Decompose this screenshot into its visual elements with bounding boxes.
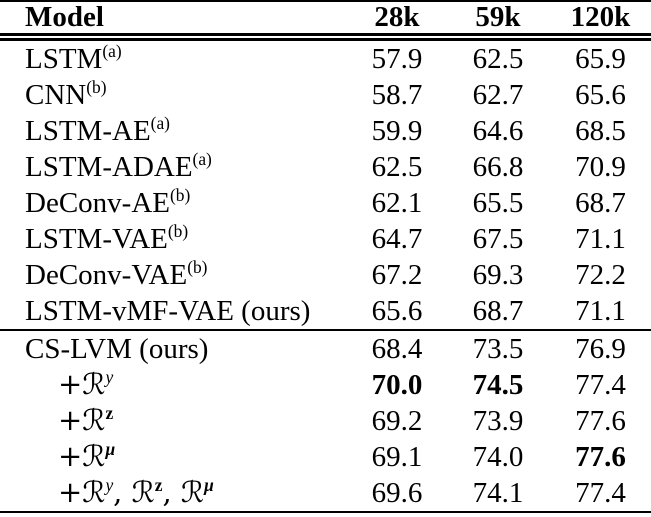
value-cell: 70.0 <box>371 368 423 401</box>
value-cell: 62.5 <box>371 150 423 183</box>
model-name: LSTM <box>25 42 103 75</box>
table-row: +ℛy 70.0 74.5 77.4 <box>0 367 651 403</box>
table-row: +ℛz 69.2 73.9 77.6 <box>0 403 651 439</box>
model-cell: +ℛz <box>0 403 348 439</box>
value-cell: 65.5 <box>472 186 524 219</box>
model-name: LSTM-VAE <box>25 222 168 255</box>
value-cell: 74.5 <box>472 368 524 401</box>
value-cell: 69.3 <box>472 258 524 291</box>
value-cell: 66.8 <box>472 150 524 183</box>
value-cell: 67.5 <box>472 222 524 255</box>
math-regularizer-label: , ℛ <box>113 475 155 509</box>
value-cell: 77.4 <box>575 476 626 509</box>
value-cell: 64.7 <box>371 222 423 255</box>
value-cell: 65.6 <box>575 78 626 111</box>
math-regularizer-label: +ℛ <box>58 475 106 509</box>
model-name: CS-LVM (ours) <box>25 332 209 365</box>
value-cell: 71.1 <box>575 222 626 255</box>
table-row: LSTM-AE(a) 59.9 64.6 68.5 <box>0 113 651 149</box>
value-cell: 62.7 <box>472 78 524 111</box>
value-cell: 62.5 <box>472 42 524 75</box>
value-cell: 62.1 <box>371 186 423 219</box>
value-cell: 68.4 <box>348 329 446 367</box>
model-cell: LSTM-AE(a) <box>0 113 348 149</box>
value-cell: 59.9 <box>371 114 423 147</box>
value-cell: 74.1 <box>472 476 524 509</box>
model-footnote-marker: (a) <box>150 112 170 133</box>
value-cell: 73.9 <box>472 404 524 437</box>
math-regularizer-label: +ℛ <box>58 439 106 473</box>
model-footnote-marker: (b) <box>187 256 208 277</box>
value-cell: 77.6 <box>575 440 626 473</box>
model-name: LSTM-ADAE <box>25 150 193 183</box>
model-cell: LSTM-VAE(b) <box>0 221 348 257</box>
header-row: Model 28k 59k 120k <box>0 1 651 41</box>
model-cell: CS-LVM (ours) <box>0 329 348 367</box>
value-cell: 70.9 <box>575 150 626 183</box>
math-superscript: μ <box>105 439 116 460</box>
table-row: CNN(b) 58.7 62.7 65.6 <box>0 77 651 113</box>
math-superscript: y <box>105 367 114 388</box>
model-cell: +ℛy, ℛz, ℛμ <box>0 475 348 512</box>
value-cell: 69.2 <box>371 404 423 437</box>
value-cell: 76.9 <box>550 329 651 367</box>
math-regularizer-label: , ℛ <box>162 475 205 509</box>
model-name: DeConv-VAE <box>25 258 188 291</box>
value-cell: 65.9 <box>575 42 626 75</box>
value-cell: 69.1 <box>371 440 423 473</box>
model-name: CNN <box>25 78 87 111</box>
model-cell: LSTM-vMF-VAE (ours) <box>0 293 348 330</box>
model-cell: +ℛμ <box>0 439 348 475</box>
value-cell: 68.5 <box>575 114 626 147</box>
model-cell: DeConv-VAE(b) <box>0 257 348 293</box>
value-cell: 77.4 <box>575 368 626 401</box>
model-name: LSTM-AE <box>25 114 151 147</box>
col-header-59k: 59k <box>446 1 550 41</box>
value-cell: 64.6 <box>472 114 524 147</box>
value-cell: 57.9 <box>371 42 423 75</box>
table-row: LSTM-ADAE(a) 62.5 66.8 70.9 <box>0 149 651 185</box>
table-row: LSTM(a) 57.9 62.5 65.9 <box>0 37 651 77</box>
model-footnote-marker: (a) <box>192 148 212 169</box>
value-cell: 73.5 <box>446 329 550 367</box>
table-row: DeConv-AE(b) 62.1 65.5 68.7 <box>0 185 651 221</box>
math-superscript: y <box>105 475 114 496</box>
table-row: +ℛy, ℛz, ℛμ 69.6 74.1 77.4 <box>0 475 651 512</box>
value-cell: 68.7 <box>575 186 626 219</box>
math-superscript: z <box>154 475 163 496</box>
value-cell: 71.1 <box>575 294 626 327</box>
table-row: +ℛμ 69.1 74.0 77.6 <box>0 439 651 475</box>
table-row: DeConv-VAE(b) 67.2 69.3 72.2 <box>0 257 651 293</box>
col-header-28k: 28k <box>348 1 446 41</box>
table-row: LSTM-vMF-VAE (ours) 65.6 68.7 71.1 <box>0 293 651 330</box>
value-cell: 58.7 <box>371 78 423 111</box>
value-cell: 65.6 <box>371 294 423 327</box>
model-name: LSTM-vMF-VAE (ours) <box>25 294 311 327</box>
model-cell: LSTM(a) <box>0 37 348 77</box>
model-cell: LSTM-ADAE(a) <box>0 149 348 185</box>
value-cell: 69.6 <box>371 476 423 509</box>
model-footnote-marker: (b) <box>86 76 107 97</box>
math-superscript: z <box>105 403 114 424</box>
model-footnote-marker: (b) <box>167 220 189 241</box>
value-cell: 67.2 <box>371 258 423 291</box>
model-cell: CNN(b) <box>0 77 348 113</box>
value-cell: 77.6 <box>575 404 626 437</box>
value-cell: 74.0 <box>472 440 524 473</box>
math-regularizer-label: +ℛ <box>58 367 106 401</box>
value-cell: 72.2 <box>575 258 626 291</box>
model-cell: +ℛy <box>0 367 348 403</box>
math-regularizer-label: +ℛ <box>58 403 106 437</box>
model-footnote-marker: (a) <box>102 40 122 61</box>
col-header-model: Model <box>0 1 348 41</box>
col-header-120k: 120k <box>550 1 651 41</box>
table-row: LSTM-VAE(b) 64.7 67.5 71.1 <box>0 221 651 257</box>
model-name: DeConv-AE <box>25 186 170 219</box>
model-footnote-marker: (b) <box>169 184 191 205</box>
table-row: CS-LVM (ours) 68.4 73.5 76.9 <box>0 329 651 367</box>
value-cell: 68.7 <box>472 294 524 327</box>
model-cell: DeConv-AE(b) <box>0 185 348 221</box>
math-superscript: μ <box>204 475 214 496</box>
